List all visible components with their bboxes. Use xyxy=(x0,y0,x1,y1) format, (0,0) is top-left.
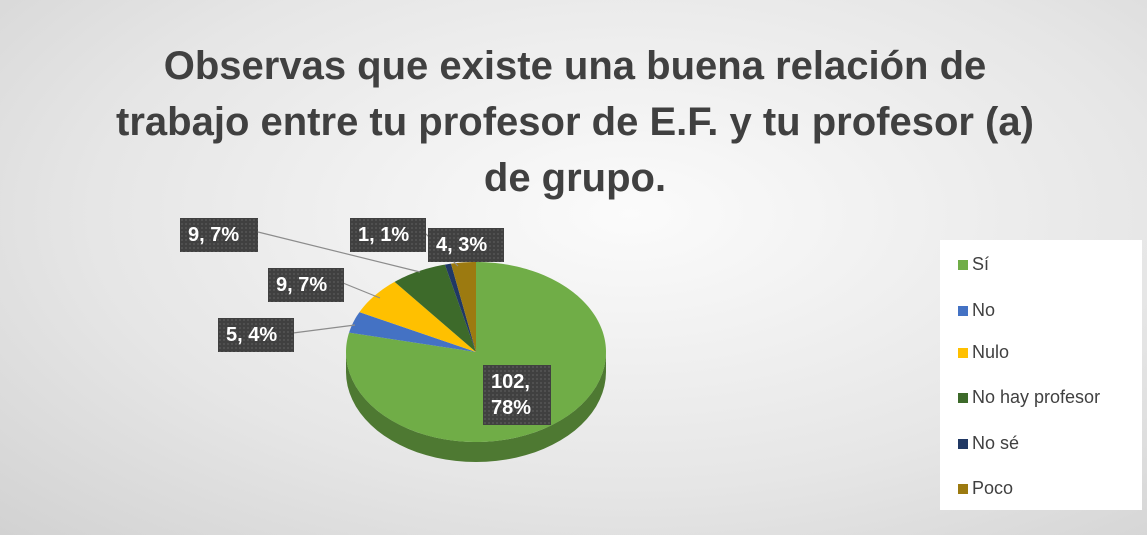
slice xyxy=(349,312,476,352)
data-label: 102, 78% xyxy=(483,365,551,425)
legend-label: Poco xyxy=(972,478,1014,498)
legend-label: No hay profesor xyxy=(972,387,1101,407)
data-label: 1, 1% xyxy=(350,218,426,252)
legend-item: No hay profesor xyxy=(958,387,1100,408)
slice xyxy=(444,263,476,352)
legend-swatch xyxy=(958,483,968,494)
slice xyxy=(359,281,476,352)
legend-swatch xyxy=(958,259,968,270)
legend-item: Poco xyxy=(958,478,1013,499)
legend-label: No xyxy=(972,300,996,320)
legend-label: Sí xyxy=(972,254,990,274)
legend-item: No xyxy=(958,300,995,321)
legend-item: Nulo xyxy=(958,342,1009,363)
data-label: 5, 4% xyxy=(218,318,294,352)
legend-swatch xyxy=(958,347,968,358)
legend-swatch xyxy=(958,305,968,316)
legend: Sí No Nulo No hay profesor No sé Poco xyxy=(940,240,1142,510)
slice xyxy=(394,264,476,352)
legend-item: Sí xyxy=(958,254,989,275)
pie-sides xyxy=(346,352,606,462)
slice xyxy=(451,262,476,352)
legend-label: Nulo xyxy=(972,342,1010,362)
legend-swatch xyxy=(958,438,968,449)
pie-tops xyxy=(346,262,606,442)
data-label: 9, 7% xyxy=(180,218,258,252)
data-label: 9, 7% xyxy=(268,268,344,302)
legend-swatch xyxy=(958,392,968,403)
data-label: 4, 3% xyxy=(428,228,504,262)
slice-side xyxy=(346,352,606,462)
leader-line xyxy=(257,231,421,273)
leader-line xyxy=(292,324,356,334)
legend-label: No sé xyxy=(972,433,1020,453)
chart-title: Observas que existe una buena relación d… xyxy=(116,44,1034,200)
legend-item: No sé xyxy=(958,433,1019,454)
leader-line xyxy=(342,282,381,299)
